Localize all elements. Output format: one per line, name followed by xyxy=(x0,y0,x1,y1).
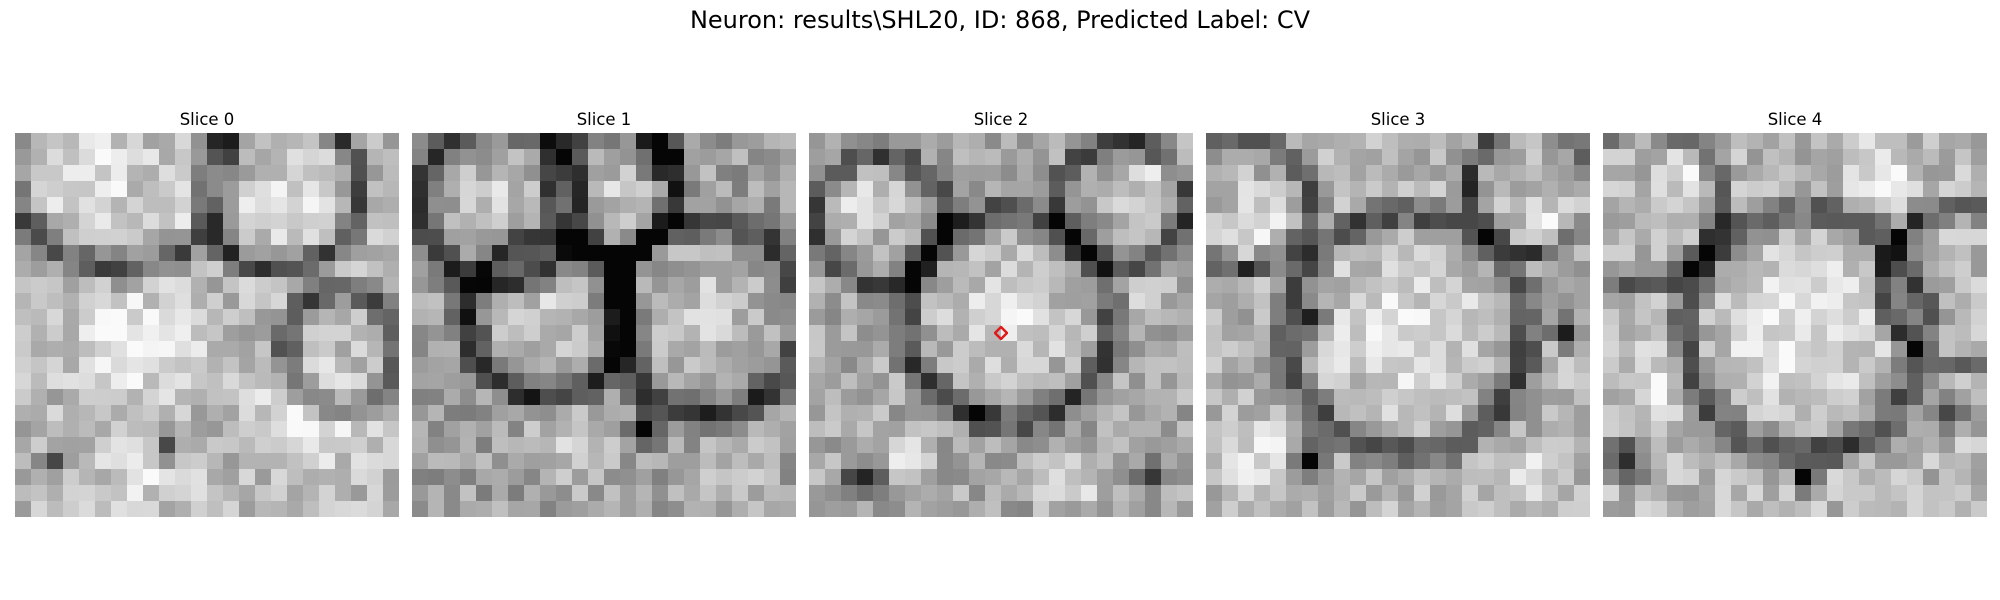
slice-image xyxy=(1206,133,1590,517)
slice-image xyxy=(412,133,796,517)
slice-image xyxy=(809,133,1193,517)
slice-panel-1: Slice 1 xyxy=(412,107,796,517)
slice-image xyxy=(15,133,399,517)
slice-title: Slice 2 xyxy=(973,110,1029,129)
slice-title: Slice 3 xyxy=(1370,110,1426,129)
slice-panel-2: Slice 2 xyxy=(809,107,1193,517)
slice-panel-3: Slice 3 xyxy=(1206,107,1590,517)
slice-title: Slice 0 xyxy=(179,110,235,129)
figure-title: Neuron: results\SHL20, ID: 868, Predicte… xyxy=(689,6,1311,34)
slice-title: Slice 1 xyxy=(576,110,632,129)
slice-panel-0: Slice 0 xyxy=(15,107,399,517)
slice-panel-4: Slice 4 xyxy=(1603,107,1987,517)
slice-image xyxy=(1603,133,1987,517)
slice-title: Slice 4 xyxy=(1767,110,1823,129)
